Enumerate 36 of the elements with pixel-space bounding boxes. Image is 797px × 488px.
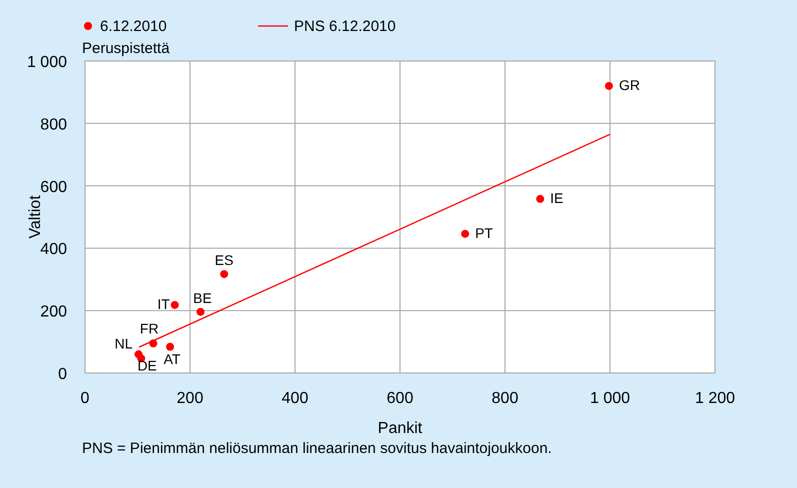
annotation: NL (114, 335, 133, 352)
annotation: PT (475, 224, 494, 241)
annotation: GR (618, 76, 640, 93)
point (196, 308, 204, 316)
y-tick-label: 1 000 (26, 54, 68, 71)
text: PNS = Pienimmän neliösumman lineaarinen sovitus havaintojoukkoon. (82, 440, 552, 457)
y-axis-title: Valtiot (27, 194, 44, 239)
y-tick-label: 200 (40, 304, 68, 321)
annotation: ES (214, 252, 234, 268)
annotation: DE (137, 357, 157, 374)
annotation: FR (140, 320, 159, 336)
annotation: IT (157, 296, 170, 312)
x-tick-label: 1 000 (590, 390, 630, 407)
annotation: BE (193, 290, 212, 306)
point (604, 82, 613, 90)
x-tick-label: 600 (386, 390, 414, 407)
text: Peruspistettä (82, 40, 170, 57)
x-tick-label: 800 (492, 390, 518, 407)
legend-label: 6.12.2010 (100, 18, 167, 35)
point (170, 300, 179, 309)
x-axis-title: Pankit (378, 420, 423, 437)
y-tick-label: 600 (40, 178, 68, 196)
y-tick-label: 800 (40, 116, 68, 134)
legend-label: PNS 6.12.2010 (294, 18, 396, 35)
x-tick-label: 400 (282, 390, 308, 407)
x-tick-label: 0 (80, 390, 90, 407)
point (461, 230, 470, 238)
x-tick-label: 1 200 (694, 390, 736, 407)
point (536, 194, 544, 203)
y-tick-label: 400 (40, 241, 68, 258)
annotation: IE (550, 190, 564, 206)
point (166, 342, 174, 351)
annotation: AT (164, 350, 181, 367)
point (220, 270, 228, 278)
y-tick-label: 0 (58, 366, 68, 383)
x-tick-label: 200 (176, 390, 204, 407)
